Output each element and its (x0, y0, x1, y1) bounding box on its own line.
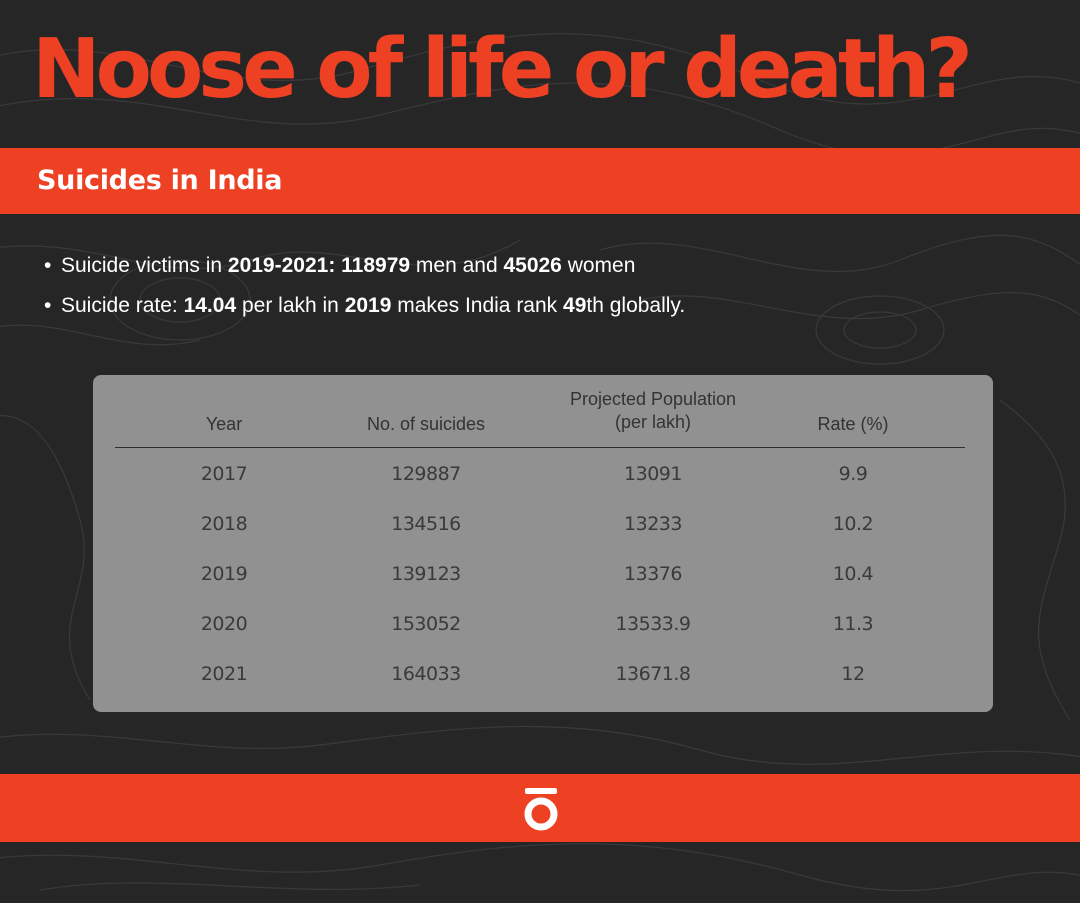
subtitle-band: Suicides in India (0, 148, 1080, 214)
header-year: Year (164, 413, 284, 436)
page-subtitle: Suicides in India (37, 165, 283, 196)
fact-item: • Suicide rate: 14.04 per lakh in 2019 ma… (44, 290, 685, 330)
table-cell: 153052 (391, 613, 461, 635)
table-cell: 13091 (624, 463, 682, 485)
footer-band (0, 774, 1080, 842)
brand-logo-icon (524, 788, 558, 831)
header-line: (per lakh) (614, 412, 692, 432)
header-line: No. of suicides (366, 414, 486, 434)
table-cell: 10.2 (832, 513, 874, 535)
table-cell: 2020 (200, 613, 248, 635)
table-cell: 10.4 (832, 563, 874, 585)
bullet-icon: • (44, 254, 52, 277)
data-table: Year No. of suicides Projected Population (… (93, 375, 993, 712)
header-line: Projected Population (569, 389, 737, 409)
fact-item: • Suicide victims in 2019-2021: 118979 me… (44, 250, 685, 290)
header-line: Year (205, 414, 243, 434)
header-population: Projected Population (per lakh) (523, 388, 783, 434)
page-title: Noose of life or death? (32, 22, 973, 117)
bullet-icon: • (44, 294, 52, 317)
table-cell: 13533.9 (615, 613, 691, 635)
table-cell: 2021 (200, 663, 248, 685)
header-suicides: No. of suicides (316, 413, 536, 436)
table-cell: 129887 (391, 463, 461, 485)
table-cell: 13233 (624, 513, 682, 535)
table-cell: 2019 (200, 563, 248, 585)
table-cell: 139123 (391, 563, 461, 585)
header-line: Rate (%) (817, 414, 889, 434)
header-divider (115, 447, 965, 448)
header-rate: Rate (%) (783, 413, 923, 436)
table-cell: 2018 (200, 513, 248, 535)
fact-list: • Suicide victims in 2019-2021: 118979 me… (44, 250, 685, 330)
table-cell: 13671.8 (615, 663, 691, 685)
table-cell: 164033 (391, 663, 461, 685)
table-cell: 9.9 (838, 463, 868, 485)
table-cell: 2017 (200, 463, 248, 485)
table-cell: 13376 (624, 563, 682, 585)
table-cell: 134516 (391, 513, 461, 535)
table-cell: 12 (841, 663, 865, 685)
table-cell: 11.3 (832, 613, 874, 635)
